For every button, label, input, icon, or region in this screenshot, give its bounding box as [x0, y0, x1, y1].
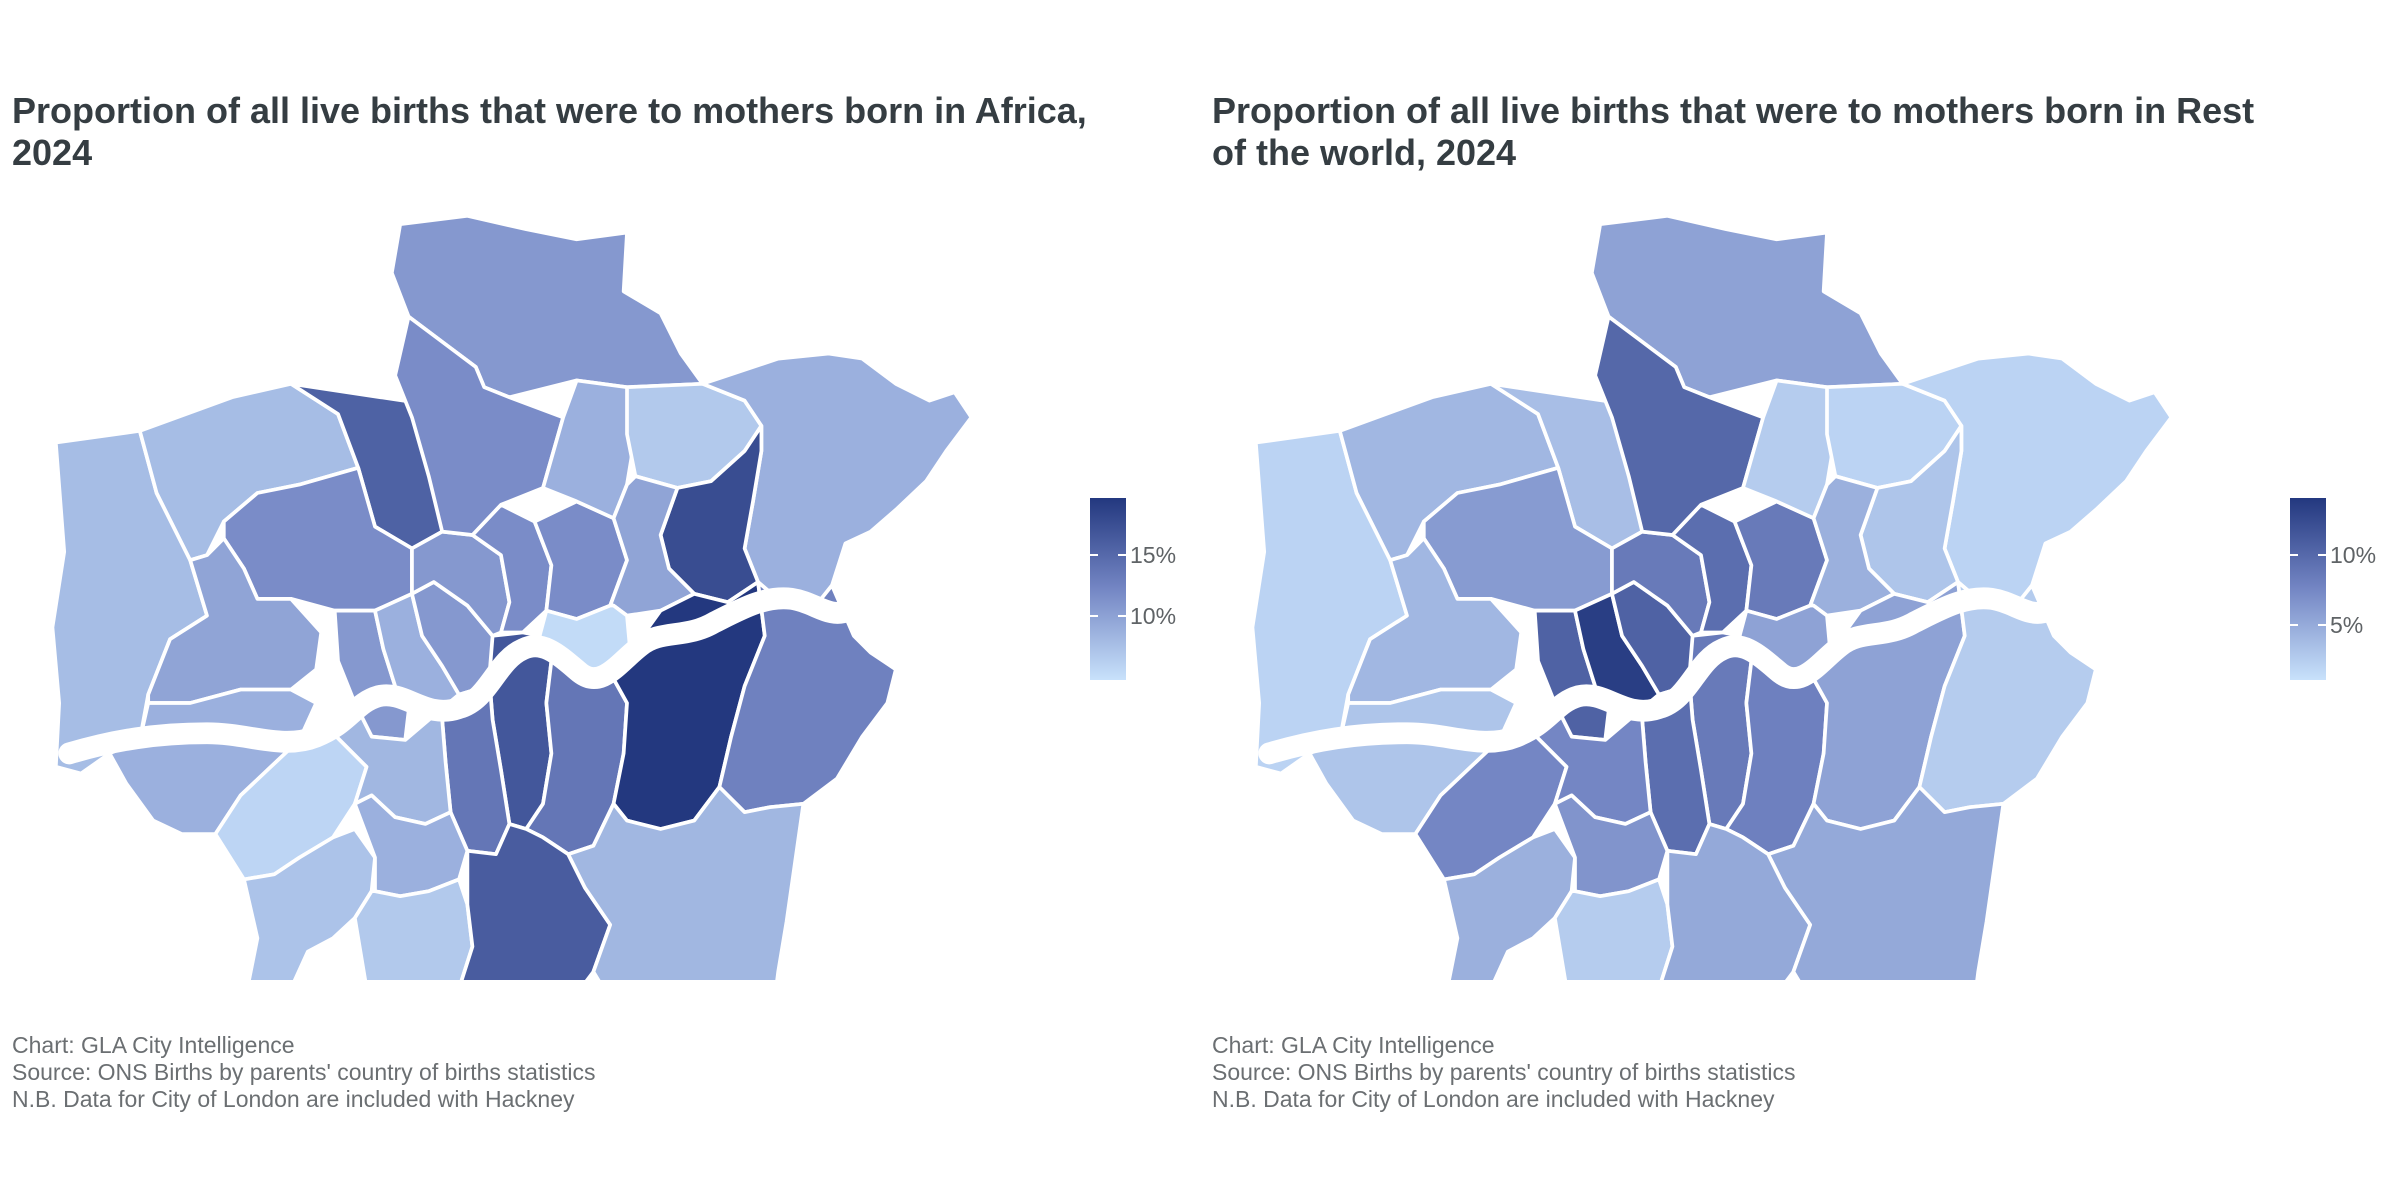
legend-tick — [2290, 554, 2298, 556]
choropleth-map — [50, 213, 974, 980]
legend-label: 10% — [2330, 542, 2377, 568]
map-title: Proportion of all live births that were … — [1212, 90, 2255, 173]
river-thames — [1258, 582, 2116, 765]
borough-ealing — [1346, 536, 1524, 705]
river-thames — [58, 582, 916, 765]
caption: Chart: GLA City Intelligence Source: ONS… — [12, 1032, 595, 1113]
borough-sutton — [1552, 877, 1675, 980]
caption: Chart: GLA City Intelligence Source: ONS… — [1212, 1032, 1795, 1113]
borough-croydon — [1659, 822, 1813, 980]
legend-tick — [1090, 554, 1098, 556]
borough-haringey — [1593, 314, 1766, 537]
legend-tick — [1118, 554, 1126, 556]
color-legend: 10% 5% — [2290, 498, 2400, 680]
caption-note: N.B. Data for City of London are include… — [1212, 1086, 1775, 1112]
legend-label: 10% — [1130, 603, 1177, 629]
caption-credit: Chart: GLA City Intelligence — [1212, 1032, 1495, 1058]
borough-sutton — [352, 877, 475, 980]
borough-haringey — [393, 314, 566, 537]
borough-bromley — [1766, 785, 2006, 980]
borough-islington — [470, 502, 554, 635]
caption-source: Source: ONS Births by parents' country o… — [12, 1059, 596, 1085]
borough-islington — [1670, 502, 1754, 635]
borough-croydon — [459, 822, 613, 980]
borough-merton — [352, 793, 470, 899]
panel-rest-of-world: Proportion of all live births that were … — [1200, 0, 2400, 1200]
borough-bromley — [566, 785, 806, 980]
borough-merton — [1552, 793, 1670, 899]
legend-tick — [2318, 554, 2326, 556]
legend-gradient-bar — [2290, 498, 2326, 680]
borough-bexley — [717, 580, 898, 815]
color-legend: 15% 10% — [1090, 498, 1230, 680]
caption-credit: Chart: GLA City Intelligence — [12, 1032, 295, 1058]
borough-ealing — [146, 536, 324, 705]
legend-tick — [2318, 624, 2326, 626]
legend-label: 15% — [1130, 542, 1177, 568]
legend-tick — [1090, 615, 1098, 617]
map-title: Proportion of all live births that were … — [12, 90, 1087, 173]
caption-source: Source: ONS Births by parents' country o… — [1212, 1059, 1796, 1085]
borough-bexley — [1917, 580, 2098, 815]
caption-note: N.B. Data for City of London are include… — [12, 1086, 575, 1112]
legend-gradient-bar — [1090, 498, 1126, 680]
legend-tick — [2290, 624, 2298, 626]
legend-tick — [1118, 615, 1126, 617]
panel-africa: Proportion of all live births that were … — [12, 90, 1176, 1113]
legend-label: 5% — [2330, 612, 2364, 638]
choropleth-map — [1250, 213, 2174, 980]
